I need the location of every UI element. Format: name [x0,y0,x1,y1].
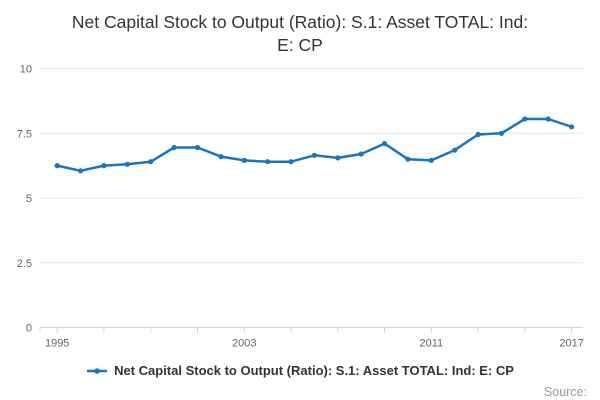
data-point[interactable] [148,159,154,165]
data-point[interactable] [218,154,224,160]
data-point[interactable] [522,116,528,122]
legend-label: Net Capital Stock to Output (Ratio): S.1… [114,363,514,378]
chart-title-line2: E: CP [277,35,323,55]
data-point[interactable] [498,130,505,136]
data-point[interactable] [311,152,317,158]
data-point[interactable] [335,155,341,161]
data-point[interactable] [241,157,247,163]
y-axis-tick-label: 10 [20,64,32,76]
data-point[interactable] [54,163,60,169]
chart-title: Net Capital Stock to Output (Ratio): S.1… [0,11,600,57]
data-point[interactable] [569,124,575,130]
data-point[interactable] [101,163,107,169]
data-point[interactable] [405,156,411,162]
data-point[interactable] [194,144,201,151]
data-point[interactable] [124,161,130,167]
series-line[interactable] [55,117,573,173]
data-point[interactable] [288,159,294,165]
x-axis-tick-label: 1995 [45,338,69,350]
x-axis-tick-label: 2003 [232,338,256,350]
y-axis-tick-label: 5 [26,193,32,205]
data-point[interactable] [475,131,481,138]
data-point[interactable] [428,157,434,163]
line-chart-plot: 0 2.5 5 7.5 10 1995 2003 2011 2017 [17,64,584,350]
y-axis-tick-label: 2.5 [17,258,32,270]
x-axis-tick-label: 2011 [419,338,443,350]
data-point[interactable] [358,151,364,157]
source-label: Source: [543,385,587,399]
chart-title-line1: Net Capital Stock to Output (Ratio): S.1… [71,12,529,32]
y-axis-tick-label: 0 [26,323,32,335]
data-point[interactable] [171,144,177,151]
data-point[interactable] [452,147,458,153]
data-point[interactable] [78,168,84,174]
legend-item[interactable]: Net Capital Stock to Output (Ratio): S.1… [0,363,600,378]
data-point[interactable] [545,116,551,122]
y-axis-tick-label: 7.5 [17,128,32,140]
data-point[interactable] [265,159,271,165]
x-axis-tick-label: 2017 [559,338,583,350]
data-point[interactable] [381,141,388,147]
legend-line-marker-icon [87,367,108,374]
